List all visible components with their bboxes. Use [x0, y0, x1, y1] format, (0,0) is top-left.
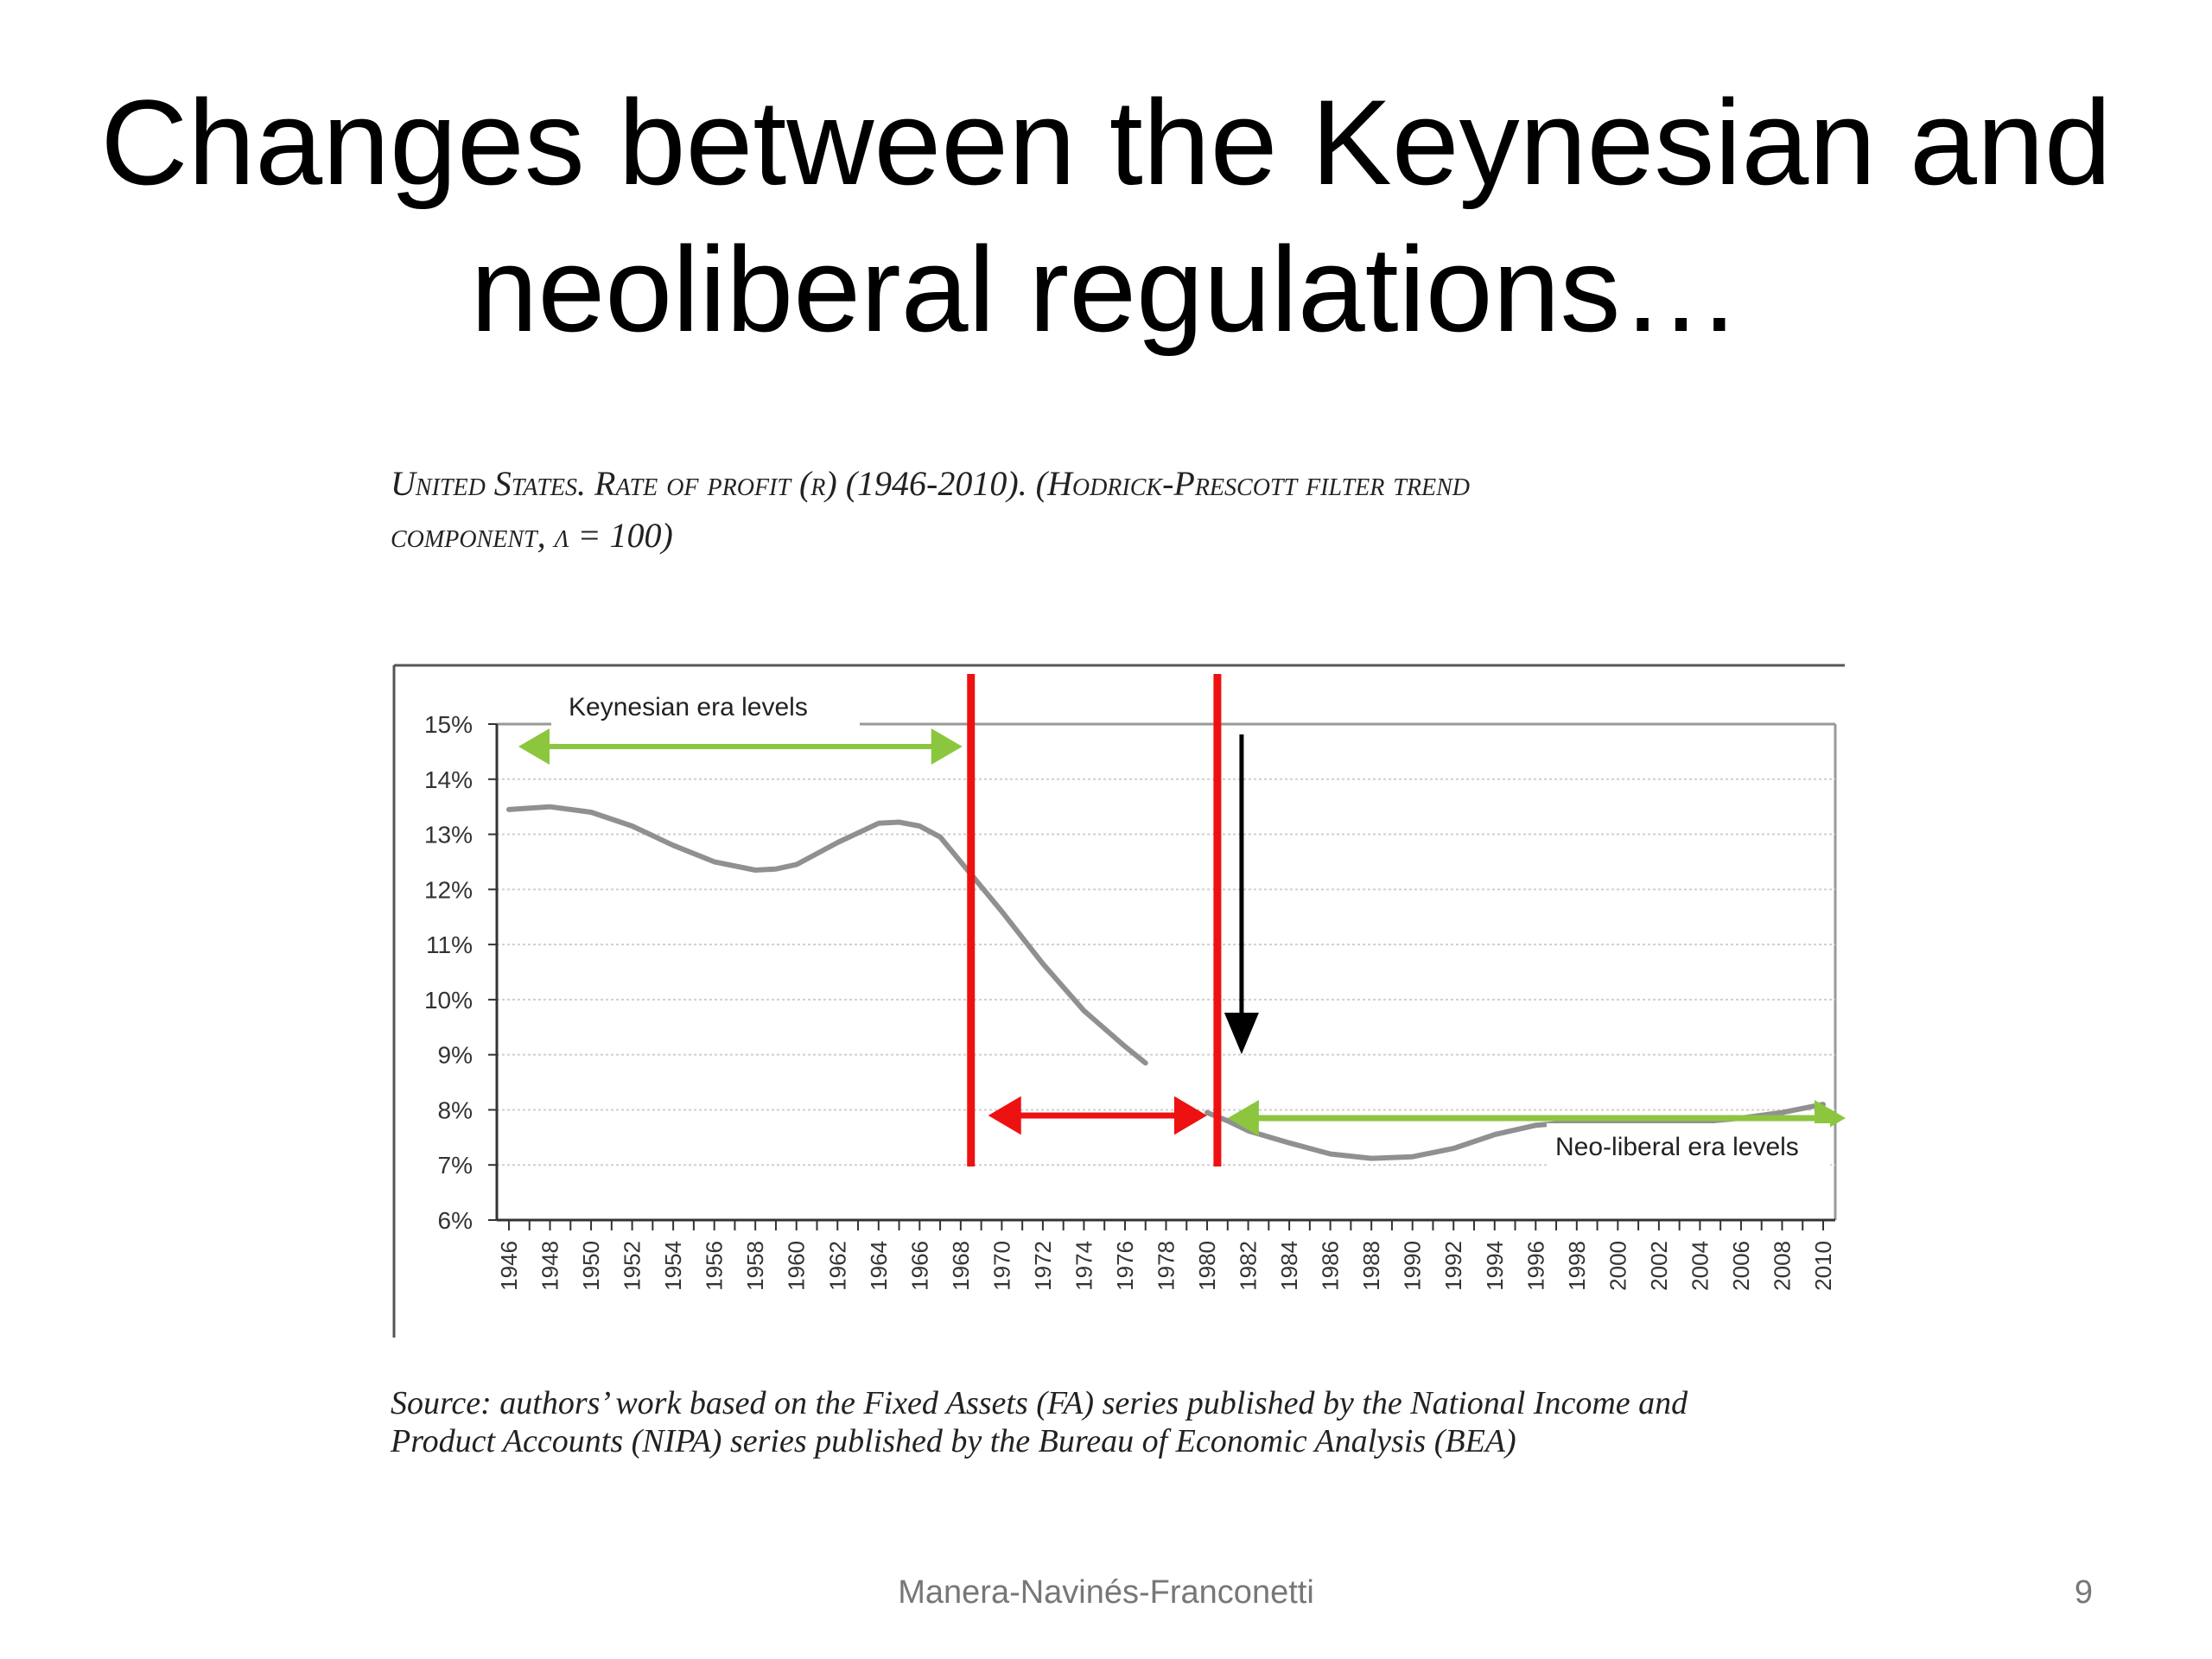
x-tick-label: 2004	[1687, 1241, 1713, 1291]
x-tick-label: 1962	[824, 1241, 850, 1291]
y-tick-label: 10%	[424, 987, 473, 1014]
x-tick-label: 1964	[866, 1241, 892, 1291]
chart-heading: United States. Rate of profit (r) (1946-…	[391, 458, 1773, 562]
x-tick-label: 1984	[1276, 1241, 1302, 1291]
x-tick-label: 1958	[742, 1241, 768, 1291]
slide-title: Changes between the Keynesian and neolib…	[0, 69, 2212, 363]
chart-heading-line1: United States. Rate of profit (r) (1946-…	[391, 464, 1470, 503]
x-tick-label: 2006	[1728, 1241, 1754, 1291]
keynesian-arrow-head-left	[518, 728, 550, 765]
x-tick-label: 1988	[1358, 1241, 1384, 1291]
x-tick-label: 1994	[1482, 1241, 1508, 1291]
x-tick-label: 1954	[660, 1241, 686, 1291]
page-number: 9	[2074, 1574, 2093, 1611]
slide-title-line1: Changes between the Keynesian and	[100, 74, 2112, 210]
keynesian-label: Keynesian era levels	[569, 693, 808, 721]
x-tick-label: 1990	[1400, 1241, 1426, 1291]
source-line1: Source: authors’ work based on the Fixed…	[391, 1385, 1688, 1421]
transition-arrow-head-left	[988, 1096, 1021, 1135]
transition-arrow-head-right	[1173, 1096, 1207, 1135]
x-tick-label: 1982	[1236, 1241, 1262, 1291]
x-tick-label: 1976	[1112, 1241, 1138, 1291]
x-tick-label: 1970	[988, 1241, 1014, 1291]
x-tick-label: 1974	[1071, 1241, 1096, 1291]
y-tick-label: 14%	[424, 766, 473, 793]
transition-arrow	[988, 1096, 1207, 1135]
x-tick-label: 1956	[702, 1241, 728, 1291]
x-tick-label: 1952	[620, 1241, 645, 1291]
x-tick-label: 2010	[1810, 1241, 1836, 1291]
x-tick-label: 1996	[1522, 1241, 1548, 1291]
neoliberal-label-bg	[1547, 1123, 1830, 1166]
source-note: Source: authors’ work based on the Fixed…	[391, 1384, 1859, 1460]
footer-authors: Manera-Navinés-Franconetti	[898, 1574, 1314, 1611]
x-tick-label: 1946	[496, 1241, 522, 1291]
x-tick-label: 1978	[1154, 1241, 1179, 1291]
source-line2: Product Accounts (NIPA) series published…	[391, 1423, 1516, 1459]
decline-arrow-head	[1224, 1013, 1259, 1054]
x-tick-label: 1980	[1194, 1241, 1220, 1291]
y-tick-label: 9%	[438, 1042, 473, 1069]
x-tick-label: 1986	[1318, 1241, 1344, 1291]
y-tick-label: 6%	[438, 1207, 473, 1234]
y-tick-label: 12%	[424, 876, 473, 903]
x-tick-label: 1966	[906, 1241, 932, 1291]
x-tick-label: 2008	[1769, 1241, 1795, 1291]
x-tick-label: 1968	[948, 1241, 974, 1291]
y-tick-label: 13%	[424, 822, 473, 849]
neoliberal-label: Neo-liberal era levels	[1555, 1133, 1799, 1161]
x-tick-label: 1998	[1564, 1241, 1590, 1291]
x-tick-label: 1948	[537, 1241, 563, 1291]
y-tick-label: 11%	[426, 931, 473, 958]
keynesian-arrow	[518, 728, 963, 765]
slide-title-line2: neoliberal regulations…	[470, 221, 1742, 357]
profit-rate-line-1	[506, 804, 1148, 1066]
x-tick-label: 2002	[1646, 1241, 1672, 1291]
x-tick-label: 2000	[1605, 1241, 1630, 1291]
x-tick-label: 1960	[784, 1241, 810, 1291]
chart-heading-line2: component, λ = 100)	[391, 516, 673, 555]
y-tick-label: 8%	[438, 1096, 473, 1123]
y-tick-label: 15%	[424, 711, 473, 738]
x-tick-label: 1972	[1030, 1241, 1056, 1291]
keynesian-arrow-head-right	[931, 728, 963, 765]
x-tick-label: 1992	[1440, 1241, 1466, 1291]
x-tick-label: 1950	[578, 1241, 604, 1291]
neoliberal-arrow-head-left	[1227, 1100, 1259, 1136]
y-tick-label: 7%	[438, 1152, 473, 1179]
